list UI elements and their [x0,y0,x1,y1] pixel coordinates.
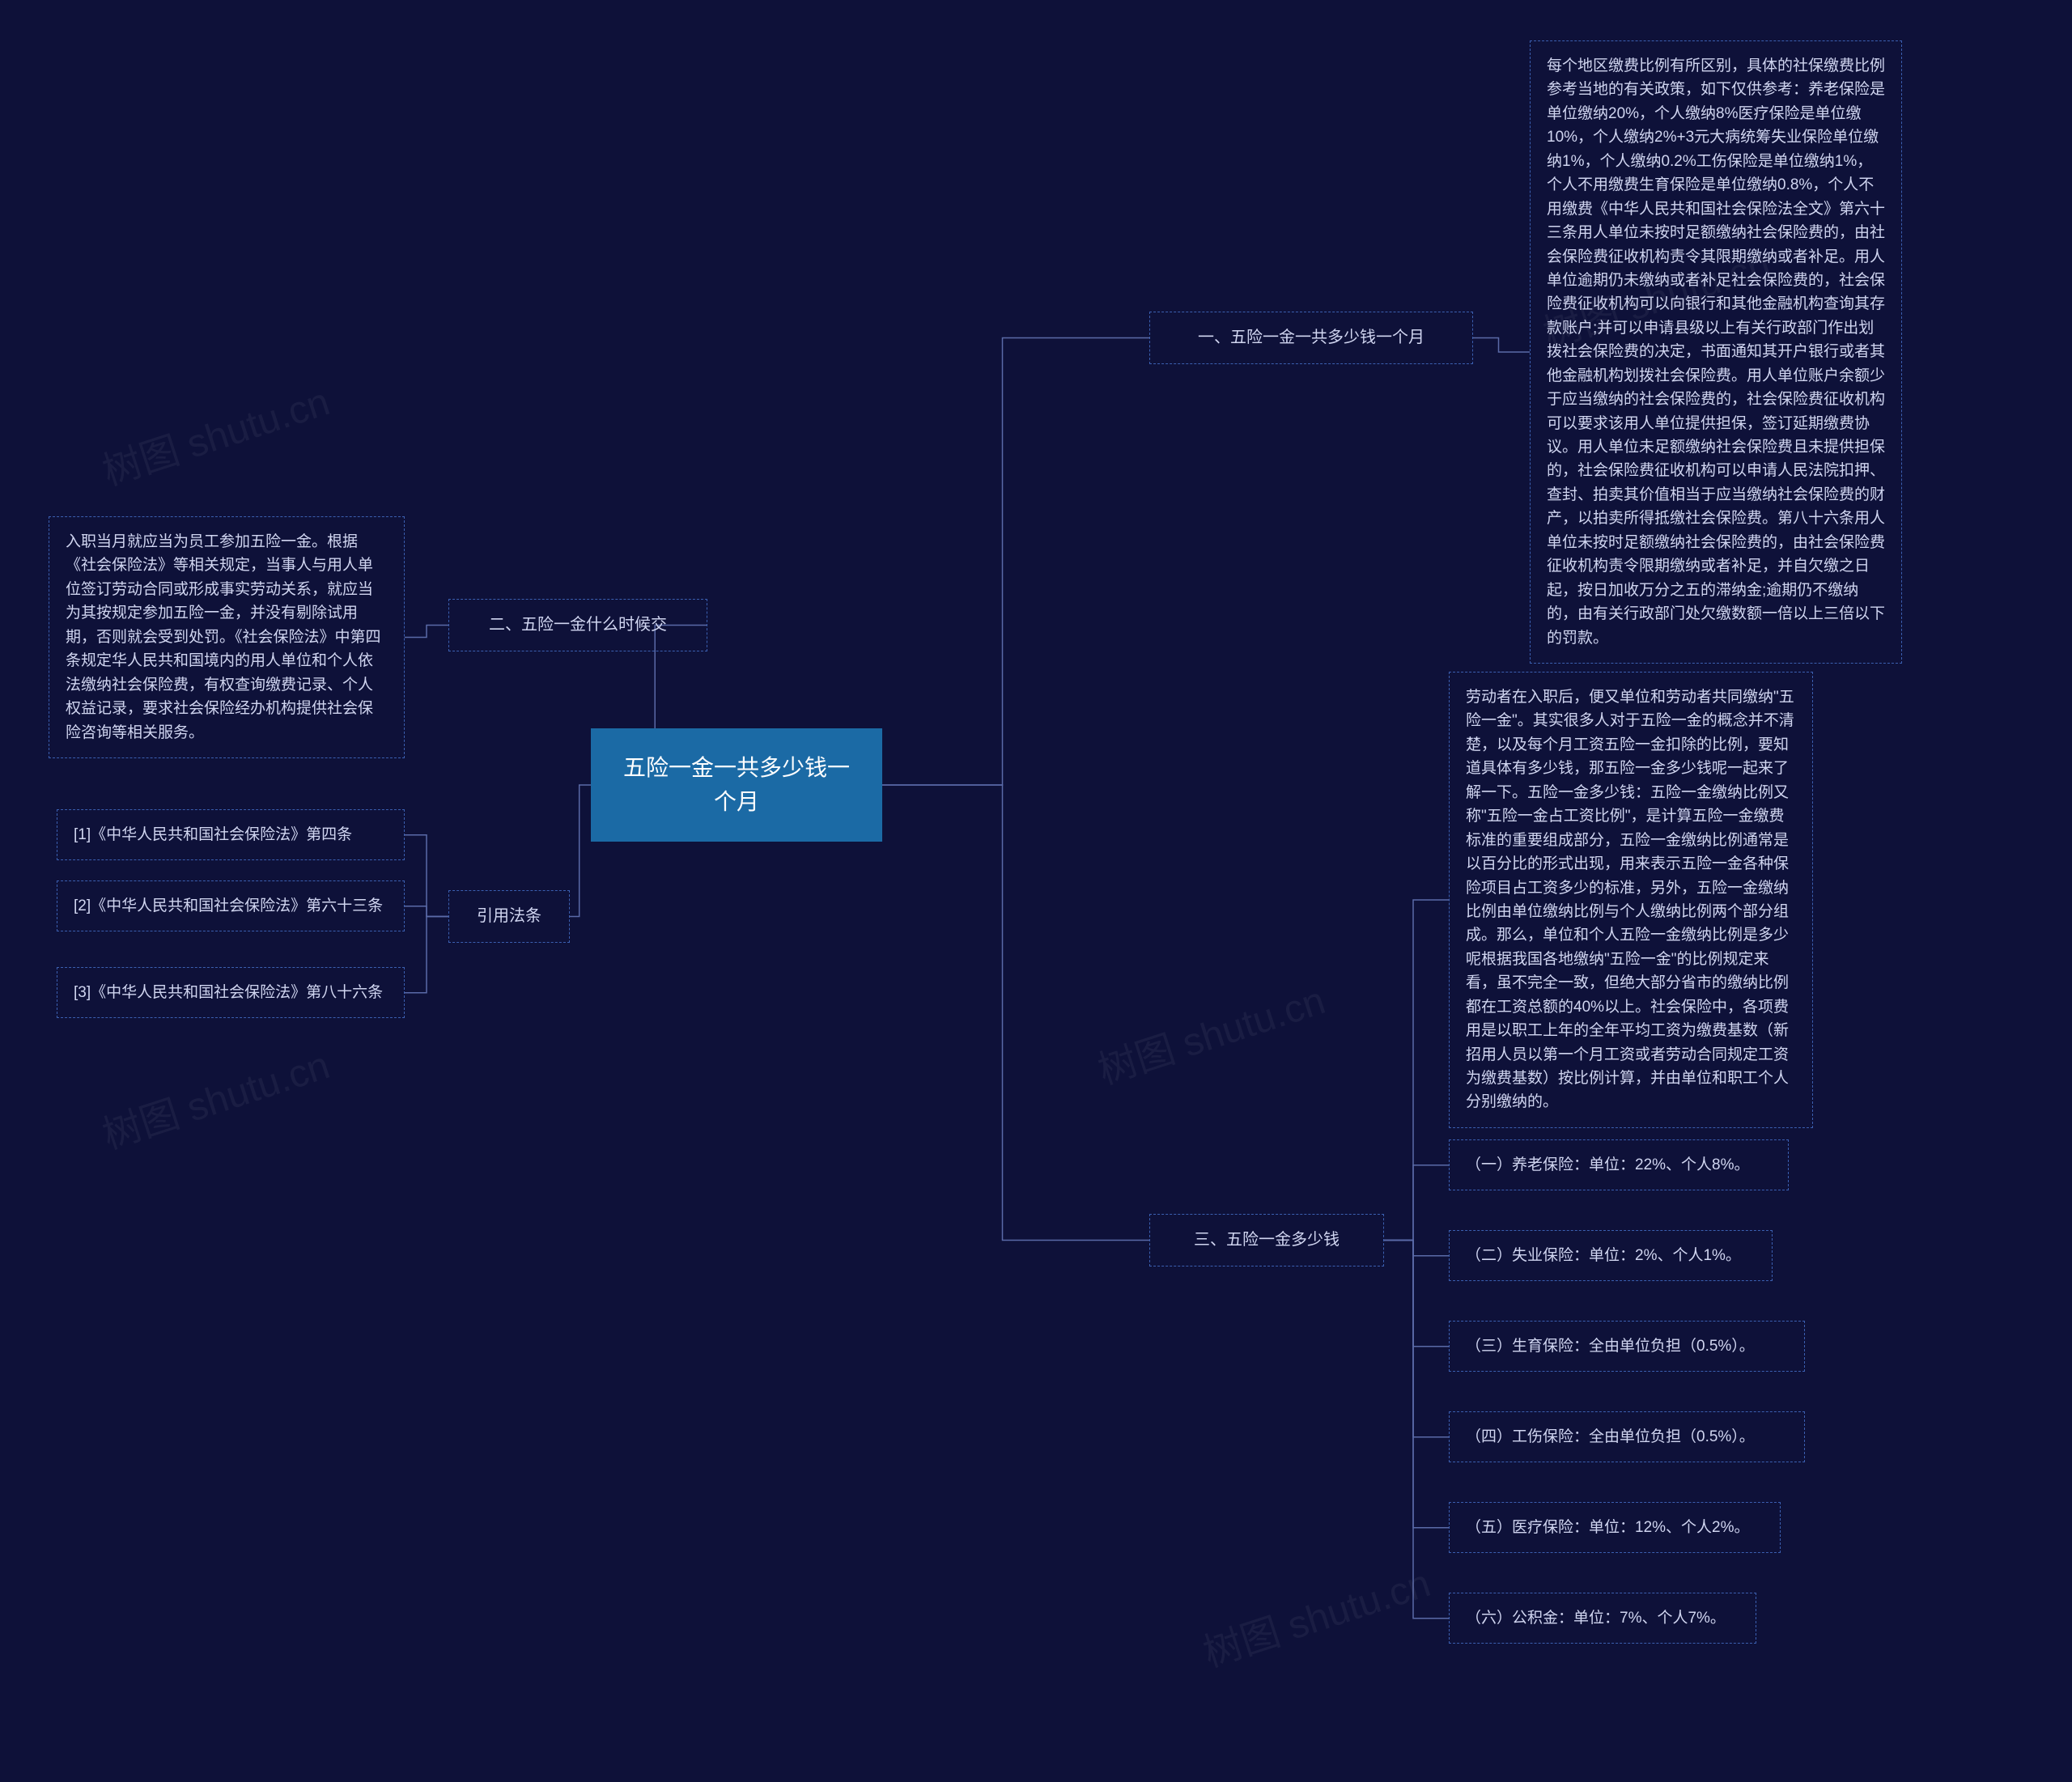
leaf-node: （一）养老保险：单位：22%、个人8%。 [1449,1139,1789,1190]
leaf-node: 入职当月就应当为员工参加五险一金。根据《社会保险法》等相关规定，当事人与用人单位… [49,516,405,758]
branch-node-3: 三、五险一金多少钱 [1149,1214,1384,1266]
leaf-node: 劳动者在入职后，便又单位和劳动者共同缴纳"五险一金"。其实很多人对于五险一金的概… [1449,672,1813,1128]
leaf-node: （五）医疗保险：单位：12%、个人2%。 [1449,1502,1781,1553]
branch-node-1: 一、五险一金一共多少钱一个月 [1149,312,1473,364]
leaf-node: （四）工伤保险：全由单位负担（0.5%）。 [1449,1411,1805,1462]
leaf-node: [1]《中华人民共和国社会保险法》第四条 [57,809,405,860]
branch-node-4: 引用法条 [448,890,570,943]
center-node: 五险一金一共多少钱一个月 [591,728,882,842]
leaf-node: [2]《中华人民共和国社会保险法》第六十三条 [57,880,405,931]
leaf-node: （二）失业保险：单位：2%、个人1%。 [1449,1230,1773,1281]
leaf-node: [3]《中华人民共和国社会保险法》第八十六条 [57,967,405,1018]
watermark: 树图 shutu.cn [94,370,335,496]
watermark: 树图 shutu.cn [94,1033,335,1160]
watermark: 树图 shutu.cn [1195,1551,1436,1678]
watermark: 树图 shutu.cn [1089,969,1331,1095]
leaf-node: （六）公积金：单位：7%、个人7%。 [1449,1593,1756,1644]
branch-node-2: 二、五险一金什么时候交 [448,599,707,651]
leaf-node: 每个地区缴费比例有所区别，具体的社保缴费比例参考当地的有关政策，如下仅供参考：养… [1530,40,1902,664]
leaf-node: （三）生育保险：全由单位负担（0.5%）。 [1449,1321,1805,1372]
